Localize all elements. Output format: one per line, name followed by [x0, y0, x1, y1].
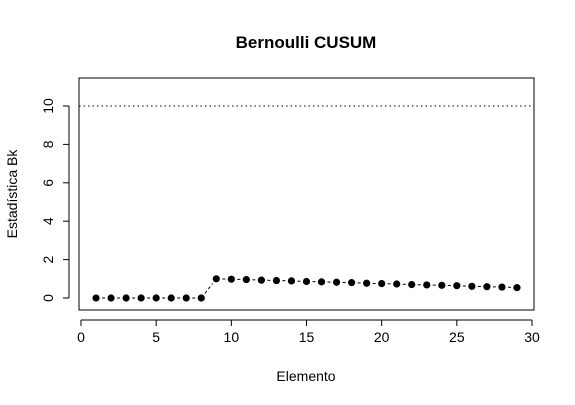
y-tick-label: 4 [40, 217, 56, 225]
data-point [498, 283, 506, 291]
data-point [468, 282, 476, 290]
data-point [332, 278, 341, 286]
data-point [167, 294, 175, 302]
y-tick-label: 8 [40, 140, 56, 148]
data-point [197, 294, 205, 302]
data-point [287, 277, 296, 285]
data-point [242, 275, 250, 284]
data-point [212, 275, 220, 283]
x-tick-label: 15 [299, 329, 315, 345]
data-point [378, 280, 386, 288]
data-point [363, 279, 371, 287]
data-point [438, 281, 446, 289]
data-point [423, 281, 431, 289]
data-point [272, 276, 281, 285]
data-point [453, 282, 461, 290]
x-axis: 0 5 10 15 20 25 30 [77, 319, 540, 345]
x-tick-label: 20 [374, 329, 390, 345]
data-point [393, 280, 401, 288]
data-point [107, 294, 115, 302]
x-axis-label: Elemento [276, 368, 335, 384]
data-point [348, 279, 356, 287]
x-tick-label: 30 [524, 329, 540, 345]
data-point [317, 278, 326, 286]
y-axis: 0 2 4 6 8 10 [40, 98, 70, 302]
y-axis-label: Estadística Bk [4, 149, 20, 239]
data-point [182, 294, 190, 302]
chart-title: Bernoulli CUSUM [236, 33, 377, 52]
x-tick-label: 5 [152, 329, 160, 345]
data-point [152, 294, 160, 302]
plot-frame [78, 77, 535, 311]
x-tick-label: 10 [224, 329, 240, 345]
data-point [483, 283, 491, 291]
y-tick-label: 6 [40, 179, 56, 187]
x-tick-label: 0 [77, 329, 85, 345]
data-point [302, 277, 311, 286]
series-points [92, 275, 521, 302]
y-tick-label: 10 [40, 98, 56, 114]
y-tick-label: 0 [40, 294, 56, 302]
series-connector [204, 283, 213, 294]
data-point [122, 294, 130, 302]
data-point [408, 280, 416, 289]
series-connectors [102, 278, 511, 299]
data-point [137, 294, 145, 302]
x-tick-label: 25 [449, 329, 465, 345]
data-point [227, 275, 235, 283]
y-tick-label: 2 [40, 255, 56, 263]
data-point [92, 294, 100, 302]
data-point [513, 284, 521, 292]
data-point [257, 276, 265, 284]
